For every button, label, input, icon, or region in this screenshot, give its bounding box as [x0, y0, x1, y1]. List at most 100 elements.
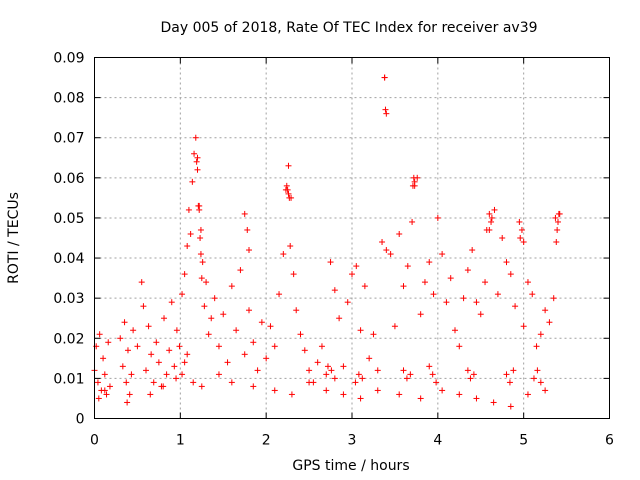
x-tick-label: 4	[433, 433, 442, 449]
data-point	[228, 379, 235, 386]
data-point	[357, 327, 364, 334]
data-point	[187, 230, 194, 237]
y-tick-label: 0.03	[53, 291, 84, 307]
data-point	[552, 214, 559, 221]
data-point	[361, 283, 368, 290]
x-tick-label: 1	[176, 433, 185, 449]
data-point	[400, 367, 407, 374]
data-point	[396, 230, 403, 237]
data-point	[550, 295, 557, 302]
data-point	[280, 251, 287, 258]
data-point	[409, 182, 416, 189]
data-point	[124, 399, 131, 406]
chart-title: Day 005 of 2018, Rate Of TEC Index for r…	[160, 20, 537, 36]
data-point	[284, 186, 291, 193]
data-point	[195, 202, 202, 209]
y-tick-label: 0.04	[53, 251, 84, 267]
data-point	[100, 355, 107, 362]
data-point	[524, 279, 531, 286]
data-point	[163, 371, 170, 378]
data-point	[473, 395, 480, 402]
data-point	[123, 379, 130, 386]
data-point	[324, 363, 331, 370]
data-point	[426, 259, 433, 266]
y-tick-label: 0.09	[53, 51, 84, 67]
data-point	[194, 166, 201, 173]
data-point	[293, 307, 300, 314]
data-point	[542, 387, 549, 394]
data-point	[286, 194, 293, 201]
data-point	[507, 271, 514, 278]
data-point	[510, 367, 517, 374]
data-point	[456, 391, 463, 398]
data-point	[429, 371, 436, 378]
data-point	[297, 331, 304, 338]
data-point	[105, 339, 112, 346]
data-point	[374, 387, 381, 394]
data-point	[197, 251, 204, 258]
data-point	[421, 279, 428, 286]
data-point	[228, 283, 235, 290]
data-point	[529, 291, 536, 298]
data-point	[199, 259, 206, 266]
data-point	[407, 371, 414, 378]
data-point	[250, 383, 257, 390]
data-point	[95, 395, 102, 402]
data-point	[140, 303, 147, 310]
data-point	[433, 379, 440, 386]
data-point	[494, 291, 501, 298]
data-point	[323, 387, 330, 394]
data-point	[106, 383, 113, 390]
data-point	[331, 287, 338, 294]
data-point	[366, 355, 373, 362]
data-point	[383, 110, 390, 117]
data-point	[126, 391, 133, 398]
data-point	[396, 391, 403, 398]
data-point	[460, 295, 467, 302]
data-point	[254, 367, 261, 374]
data-point	[555, 210, 562, 217]
data-point	[306, 367, 313, 374]
data-point	[185, 206, 192, 213]
data-point	[276, 291, 283, 298]
x-axis-label: GPS time / hours	[292, 458, 409, 474]
data-point	[283, 182, 290, 189]
data-point	[403, 375, 410, 382]
data-point	[503, 259, 510, 266]
data-point	[434, 214, 441, 221]
data-point	[271, 343, 278, 350]
data-point	[193, 158, 200, 165]
x-axis: 0 1 2 3 4 5 6	[90, 57, 614, 449]
data-point	[117, 335, 124, 342]
data-point	[336, 315, 343, 322]
data-point	[197, 235, 204, 241]
data-point	[411, 178, 418, 185]
data-point	[215, 343, 222, 350]
data-point	[203, 279, 210, 286]
data-point	[194, 154, 201, 161]
data-point	[517, 235, 524, 241]
data-point	[507, 403, 514, 410]
data-point	[491, 206, 498, 213]
data-point	[134, 343, 141, 350]
data-point	[148, 351, 155, 358]
data-point	[456, 343, 463, 350]
data-point	[486, 210, 493, 217]
data-point	[464, 267, 471, 274]
data-point	[150, 379, 157, 386]
data-point	[470, 371, 477, 378]
data-point	[101, 387, 108, 394]
data-point	[483, 226, 490, 233]
data-point	[176, 343, 183, 350]
data-point	[520, 323, 527, 330]
x-tick-label: 3	[348, 433, 357, 449]
data-point	[287, 243, 294, 250]
data-point	[534, 367, 541, 374]
data-point	[524, 391, 531, 398]
data-point	[181, 271, 188, 278]
data-point	[352, 379, 359, 386]
data-point	[518, 226, 525, 233]
data-point	[220, 311, 227, 318]
data-point	[301, 347, 308, 354]
